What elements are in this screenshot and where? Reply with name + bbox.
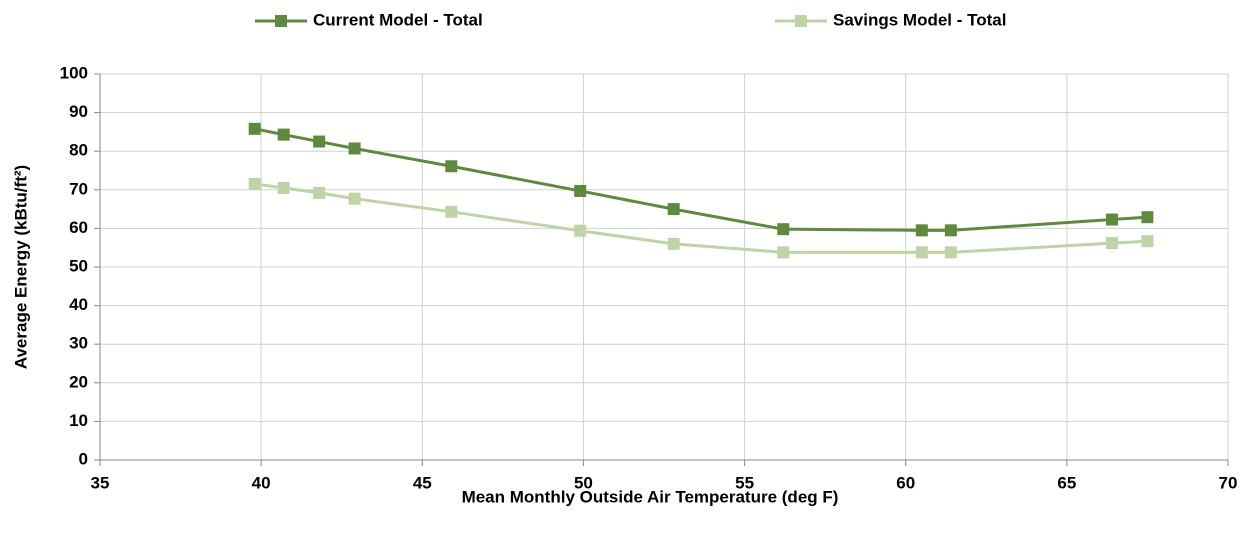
y-axis-title: Average Energy (kBtu/ft²) <box>11 165 30 369</box>
y-tick-label: 80 <box>69 141 88 160</box>
y-tick-label: 100 <box>60 63 88 82</box>
x-tick-label: 45 <box>413 473 432 492</box>
y-tick-label: 30 <box>69 334 88 353</box>
point-marker <box>667 203 680 216</box>
x-tick-label: 35 <box>91 473 110 492</box>
point-marker <box>1105 213 1118 226</box>
x-tick-label: 60 <box>896 473 915 492</box>
y-tick-label: 50 <box>69 256 88 275</box>
point-marker <box>445 160 458 173</box>
point-marker <box>944 224 957 237</box>
legend-marker <box>275 15 287 27</box>
point-marker <box>574 224 587 237</box>
point-marker <box>667 237 680 250</box>
point-marker <box>348 192 361 205</box>
point-marker <box>277 181 290 194</box>
x-tick-label: 55 <box>735 473 754 492</box>
x-tick-label: 40 <box>252 473 271 492</box>
point-marker <box>248 122 261 135</box>
point-marker <box>574 184 587 197</box>
point-marker <box>915 224 928 237</box>
y-tick-label: 90 <box>69 102 88 121</box>
point-marker <box>777 223 790 236</box>
y-tick-label: 40 <box>69 295 88 314</box>
point-marker <box>313 186 326 199</box>
point-marker <box>348 142 361 155</box>
x-tick-label: 65 <box>1057 473 1076 492</box>
y-tick-label: 60 <box>69 218 88 237</box>
y-tick-label: 0 <box>79 449 88 468</box>
x-tick-label: 70 <box>1219 473 1238 492</box>
legend-label: Savings Model - Total <box>833 10 1006 29</box>
legend-marker <box>795 15 807 27</box>
x-tick-label: 50 <box>574 473 593 492</box>
point-marker <box>248 178 261 191</box>
y-tick-label: 10 <box>69 411 88 430</box>
series-line <box>254 182 1148 254</box>
point-marker <box>1141 235 1154 248</box>
series-line <box>254 127 1148 232</box>
point-marker <box>1141 211 1154 224</box>
point-marker <box>1105 237 1118 250</box>
x-axis-title: Mean Monthly Outside Air Temperature (de… <box>462 487 839 506</box>
y-tick-label: 20 <box>69 372 88 391</box>
legend-label: Current Model - Total <box>313 10 483 29</box>
point-marker <box>915 246 928 259</box>
point-marker <box>944 246 957 259</box>
y-tick-label: 70 <box>69 179 88 198</box>
point-marker <box>445 205 458 218</box>
point-marker <box>313 135 326 148</box>
point-marker <box>277 128 290 141</box>
point-marker <box>777 246 790 259</box>
